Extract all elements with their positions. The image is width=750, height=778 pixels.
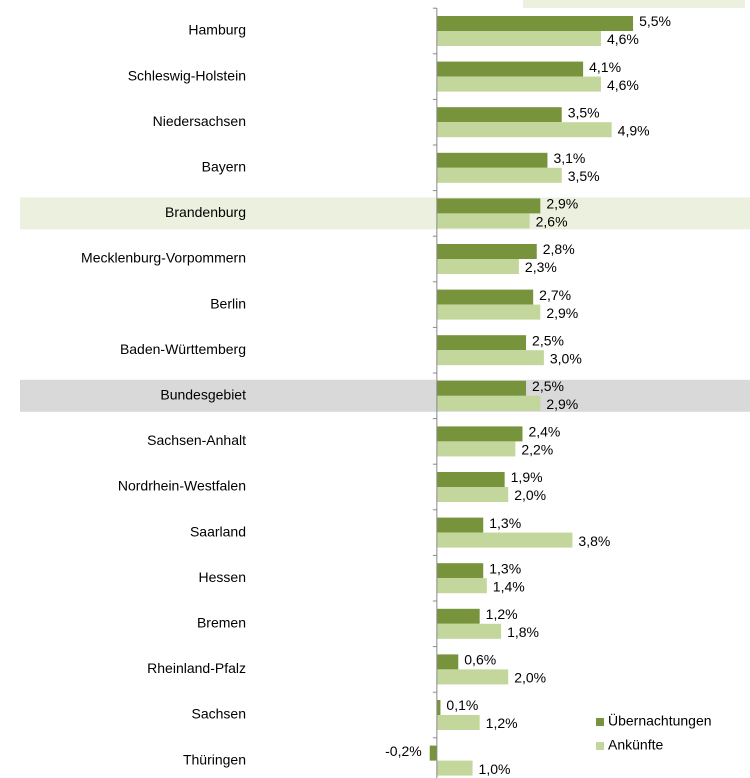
value-label: 3,0% xyxy=(550,350,582,366)
bar xyxy=(436,350,544,366)
bar xyxy=(436,532,573,548)
bar xyxy=(436,563,484,579)
value-label: 2,7% xyxy=(539,287,571,303)
bar xyxy=(436,289,534,305)
bar xyxy=(436,244,537,259)
bar xyxy=(436,441,516,457)
value-label: 2,4% xyxy=(528,424,560,440)
category-label: Bayern xyxy=(202,159,246,175)
value-label: 0,1% xyxy=(446,697,478,713)
bar xyxy=(436,122,612,138)
value-label: 3,8% xyxy=(578,533,610,549)
value-label: 1,3% xyxy=(489,515,521,531)
value-label: 2,8% xyxy=(543,241,575,257)
highlight-bands xyxy=(20,197,750,412)
bar xyxy=(436,380,527,396)
value-label: 3,5% xyxy=(568,168,600,184)
plot: Hamburg5,5%4,6%Schleswig-Holstein4,1%4,6… xyxy=(81,7,712,778)
value-label: 4,6% xyxy=(607,31,639,47)
category-label: Nordrhein-Westfalen xyxy=(118,478,246,494)
legend-swatch xyxy=(596,742,604,750)
value-label: 3,1% xyxy=(553,150,585,166)
value-label: 4,1% xyxy=(589,59,621,75)
category-label: Sachsen-Anhalt xyxy=(147,432,246,448)
bar xyxy=(436,426,523,442)
value-label: 2,5% xyxy=(532,332,564,348)
bar xyxy=(436,213,530,229)
value-label: 2,9% xyxy=(546,305,578,321)
bar xyxy=(436,760,473,776)
category-label: Schleswig-Holstein xyxy=(128,67,246,83)
category-label: Berlin xyxy=(210,295,246,311)
category-label: Hamburg xyxy=(188,22,246,38)
bar xyxy=(436,669,509,685)
bar xyxy=(436,578,487,594)
value-label: 1,2% xyxy=(486,606,518,622)
bar xyxy=(436,167,562,183)
bar xyxy=(436,472,505,487)
value-label: 2,2% xyxy=(521,442,553,458)
value-label: 2,0% xyxy=(514,487,546,503)
value-label: 4,9% xyxy=(618,122,650,138)
value-label: 1,0% xyxy=(479,761,511,777)
bar xyxy=(436,517,484,533)
bar xyxy=(436,487,509,502)
value-label: 2,9% xyxy=(546,396,578,412)
category-label: Thüringen xyxy=(183,751,246,767)
value-label: 5,5% xyxy=(639,13,671,29)
value-label: 2,3% xyxy=(525,259,557,275)
category-label: Bremen xyxy=(197,615,246,631)
bar xyxy=(436,335,527,351)
value-label: 1,9% xyxy=(511,469,543,485)
bar xyxy=(436,107,562,123)
category-label: Bundesgebiet xyxy=(160,387,246,403)
highlight-band xyxy=(20,197,750,230)
value-label: 2,6% xyxy=(536,214,568,230)
bar xyxy=(436,623,502,639)
category-label: Hessen xyxy=(199,569,246,585)
bar xyxy=(436,715,480,730)
value-label: 3,5% xyxy=(568,104,600,120)
bar xyxy=(436,608,480,624)
legend-label: Übernachtungen xyxy=(608,712,712,729)
legend-label: Ankünfte xyxy=(608,737,663,753)
bar xyxy=(436,61,584,77)
value-label: 1,3% xyxy=(489,560,521,576)
value-label: 2,5% xyxy=(532,378,564,394)
category-label: Rheinland-Pfalz xyxy=(147,660,246,676)
bar xyxy=(436,700,441,715)
category-label: Brandenburg xyxy=(165,204,246,220)
bar xyxy=(436,152,548,168)
bar xyxy=(436,304,541,320)
category-label: Niedersachsen xyxy=(153,113,246,129)
bar xyxy=(436,31,601,46)
bar xyxy=(436,76,601,92)
top-band xyxy=(523,0,745,8)
value-label: 0,6% xyxy=(464,652,496,668)
value-label: 1,4% xyxy=(493,578,525,594)
value-label: -0,2% xyxy=(385,743,422,759)
category-label: Sachsen xyxy=(192,706,246,722)
category-label: Saarland xyxy=(190,523,246,539)
bar xyxy=(436,16,634,31)
value-label: 2,9% xyxy=(546,196,578,212)
bar xyxy=(436,654,459,670)
bar xyxy=(436,198,541,214)
legend-swatch xyxy=(596,718,604,726)
value-label: 2,0% xyxy=(514,670,546,686)
category-label: Mecklenburg-Vorpommern xyxy=(81,250,246,266)
category-label: Baden-Württemberg xyxy=(120,341,246,357)
highlight-band xyxy=(20,379,750,412)
value-label: 1,2% xyxy=(486,715,518,731)
value-label: 1,8% xyxy=(507,624,539,640)
value-label: 4,6% xyxy=(607,77,639,93)
bar xyxy=(436,395,541,411)
bar xyxy=(436,259,519,274)
bar xyxy=(429,745,437,761)
